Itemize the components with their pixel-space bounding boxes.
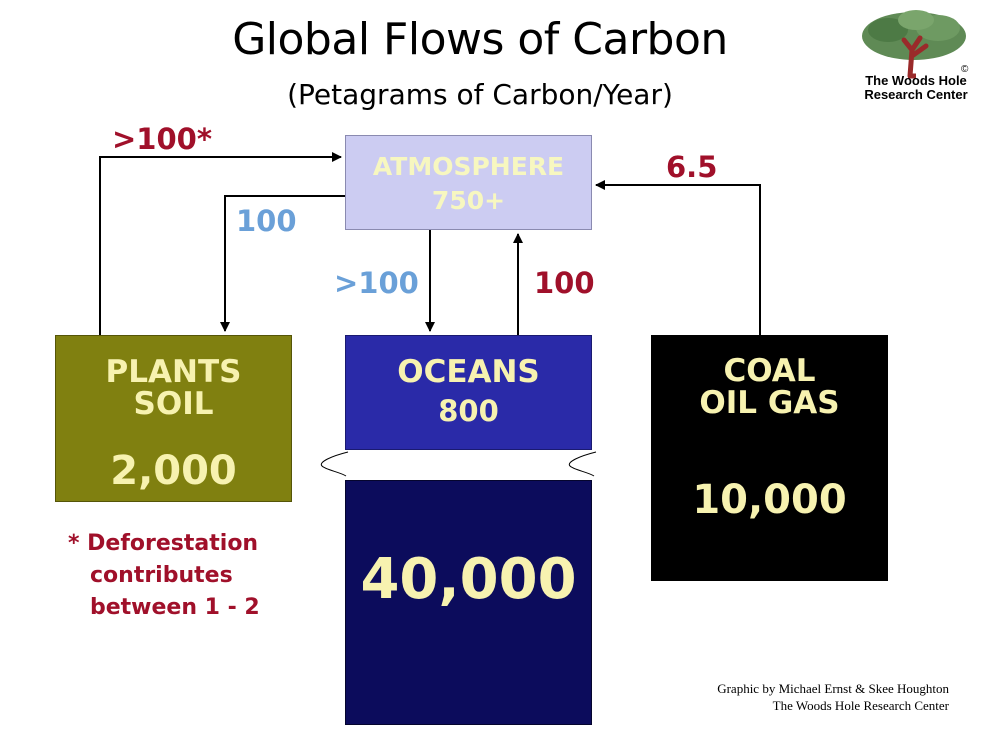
flow-label-atmosphere-to-oceans: >100 <box>334 266 419 300</box>
logo-line-1: The Woods Hole <box>865 73 967 88</box>
tree-globe-icon: © <box>862 10 969 79</box>
deep-ocean-box: 40,000 <box>345 480 592 725</box>
logo-text: The Woods Hole Research Center <box>846 74 986 102</box>
atmosphere-box: ATMOSPHERE 750+ <box>345 135 592 230</box>
credit-line-2: The Woods Hole Research Center <box>772 698 949 713</box>
oceans-value: 800 <box>438 394 499 428</box>
soil-label: SOIL <box>133 386 214 422</box>
footnote-line-2: contributes <box>90 563 233 588</box>
flow-label-atmosphere-to-plants: 100 <box>236 204 297 238</box>
logo-line-2: Research Center <box>864 87 968 102</box>
oceans-label: OCEANS <box>397 354 540 390</box>
deforestation-footnote: * Deforestation contributes between 1 - … <box>68 528 260 624</box>
deep-ocean-value: 40,000 <box>360 547 577 612</box>
fossil-fuels-box: COAL OIL GAS 10,000 <box>651 335 888 581</box>
arrow-fossil-to-atmosphere <box>595 180 761 335</box>
logo-copyright-mark: © <box>961 64 969 75</box>
footnote-line-3: between 1 - 2 <box>90 595 260 620</box>
ocean-break-right <box>568 451 597 477</box>
ocean-break-left <box>320 451 349 477</box>
oceans-box: OCEANS 800 <box>345 335 592 450</box>
coal-label: COAL <box>723 353 816 389</box>
oil-gas-label: OIL GAS <box>699 385 840 421</box>
flow-label-fossil-to-atmosphere: 6.5 <box>666 150 718 184</box>
page-title: Global Flows of Carbon <box>232 14 728 65</box>
fossil-fuels-value: 10,000 <box>692 477 847 523</box>
flow-label-oceans-to-atmosphere: 100 <box>534 266 595 300</box>
arrow-plants-to-atmosphere <box>99 152 342 335</box>
arrow-atmosphere-to-plants <box>220 195 345 332</box>
plants-soil-box: PLANTS SOIL 2,000 <box>55 335 292 502</box>
atmosphere-label: ATMOSPHERE <box>372 152 565 181</box>
plants-label: PLANTS <box>105 354 242 390</box>
page-subtitle: (Petagrams of Carbon/Year) <box>287 78 673 111</box>
footnote-line-1: * Deforestation <box>68 531 259 556</box>
flow-label-plants-to-atmosphere: >100* <box>112 122 212 156</box>
plants-soil-value: 2,000 <box>110 448 237 494</box>
credit-line-1: Graphic by Michael Ernst & Skee Houghton <box>717 681 949 696</box>
atmosphere-value: 750+ <box>431 186 506 215</box>
graphic-credit: Graphic by Michael Ernst & Skee Houghton… <box>717 680 949 714</box>
